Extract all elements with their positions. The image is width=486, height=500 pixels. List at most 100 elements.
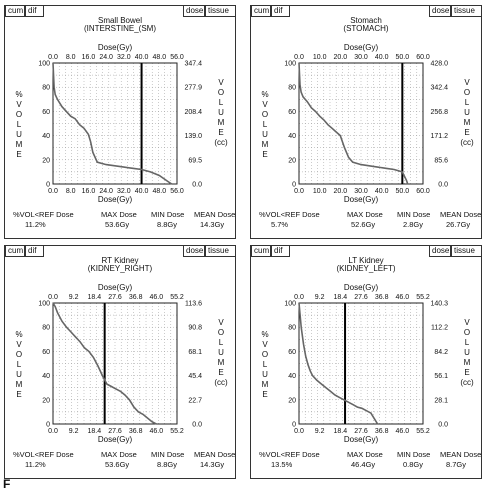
y-axis-label-letter: %: [261, 330, 268, 339]
dif-tab[interactable]: dif: [25, 246, 44, 257]
dvh-plot: 0.0 0.0 9.2 9.2 18.4 18.4 27.6 27.6 36.8 36.8 46.0…: [261, 283, 474, 444]
x-tick-label-top: 0.0: [294, 294, 304, 301]
x-tick-label-top: 46.0: [150, 294, 164, 301]
volume-axis-label-letter: (cc): [214, 378, 228, 387]
stat-value-min-dose: 2.8Gy: [403, 220, 424, 229]
x-tick-label-bottom: 18.4: [334, 428, 348, 435]
dose-tab[interactable]: dose: [429, 246, 451, 257]
stat-label-min-dose: MIN Dose: [397, 450, 431, 459]
volume-axis-label-letter: V: [464, 78, 470, 87]
chart-subtitle: (KIDNEY_RIGHT): [87, 264, 153, 273]
x-tick-label-bottom: 46.0: [150, 428, 164, 435]
tissue-tab[interactable]: tissue: [451, 6, 482, 17]
dvh-curve: [298, 62, 409, 185]
x-tick-label-bottom: 0.0: [48, 188, 58, 195]
y-tick-label: 80: [42, 325, 50, 332]
volume-tick-label: 0.0: [438, 422, 448, 429]
dvh-plot: 0.00.08.08.016.016.024.024.032.032.040.0…: [15, 43, 228, 204]
volume-tick-label: 113.6: [185, 301, 202, 308]
x-tick-label-bottom: 55.2: [170, 428, 184, 435]
chart-title: Small Bowel: [97, 16, 142, 25]
y-tick-label: 0: [292, 182, 296, 189]
tissue-tab[interactable]: tissue: [205, 6, 236, 17]
x-tick-label-top: 50.0: [396, 54, 410, 61]
stat-label-max-dose: MAX Dose: [101, 450, 137, 459]
x-tick-label-top: 0.0: [294, 54, 304, 61]
cum-tab[interactable]: cum: [251, 6, 271, 17]
cum-tab[interactable]: cum: [5, 6, 25, 17]
y-tick-label: 60: [288, 109, 296, 116]
x-tick-label-top: 32.0: [117, 54, 131, 61]
y-tick-label: 20: [42, 157, 50, 164]
stat-value-min-dose: 0.8Gy: [403, 460, 424, 469]
volume-axis-label-letter: V: [218, 318, 224, 327]
dose-tab[interactable]: dose: [429, 6, 451, 17]
stat-value-min-dose: 8.8Gy: [157, 220, 178, 229]
volume-axis-label-letter: O: [218, 88, 224, 97]
dose-tab[interactable]: dose: [183, 6, 205, 17]
volume-axis-label-letter: O: [464, 88, 470, 97]
volume-axis-label-letter: E: [218, 128, 223, 137]
volume-tick-label: 139.0: [184, 133, 202, 140]
dvh-panel-small-bowel: cum dif dose tissue Small Bowel (INTERST…: [4, 5, 236, 239]
x-tick-label-bottom: 9.2: [315, 428, 325, 435]
y-tick-label: 60: [288, 349, 296, 356]
volume-axis-label-letter: U: [218, 348, 224, 357]
y-axis-label-letter: L: [263, 120, 268, 129]
dose-tab[interactable]: dose: [183, 246, 205, 257]
volume-tick-label: 90.8: [188, 325, 202, 332]
x-tick-label-top: 9.2: [69, 294, 79, 301]
y-axis-label-letter: M: [16, 140, 23, 149]
y-tick-label: 20: [288, 397, 296, 404]
y-axis-label-letter: U: [16, 130, 22, 139]
x-tick-label-bottom: 40.0: [135, 188, 149, 195]
tissue-tab[interactable]: tissue: [205, 246, 236, 257]
y-tick-label: 100: [284, 301, 296, 308]
stat-value-min-dose: 8.8Gy: [157, 460, 178, 469]
volume-tick-label: 0.0: [192, 182, 202, 189]
x-tick-label-top: 48.0: [152, 54, 166, 61]
volume-axis-label-letter: O: [218, 328, 224, 337]
x-tick-label-bottom: 9.2: [69, 428, 79, 435]
dvh-panel-lt-kidney: cum dif dose tissue LT Kidney (KIDNEY_LE…: [250, 245, 482, 479]
x-axis-label-bottom: Dose(Gy): [98, 195, 133, 204]
dif-tab[interactable]: dif: [271, 6, 290, 17]
stat-value-mean-dose: 26.7Gy: [446, 220, 471, 229]
volume-tick-label: 428.0: [430, 61, 448, 68]
stat-label-max-dose: MAX Dose: [101, 210, 137, 219]
dif-tab[interactable]: dif: [25, 6, 44, 17]
x-axis-label-bottom: Dose(Gy): [344, 195, 379, 204]
volume-axis-label-letter: L: [465, 338, 470, 347]
plot-frame: [298, 302, 424, 425]
x-tick-label-top: 36.8: [375, 294, 389, 301]
y-axis-label-letter: L: [17, 360, 22, 369]
y-axis-label-letter: E: [16, 390, 21, 399]
y-tick-label: 100: [38, 61, 50, 68]
x-tick-label-top: 20.0: [334, 54, 348, 61]
x-tick-label-bottom: 0.0: [294, 428, 304, 435]
x-tick-label-top: 0.0: [48, 54, 58, 61]
dvh-panel-rt-kidney: cum dif dose tissue RT Kidney (KIDNEY_RI…: [4, 245, 236, 479]
stat-label-max-dose: MAX Dose: [347, 210, 383, 219]
x-tick-label-bottom: 20.0: [334, 188, 348, 195]
volume-tick-label: 68.1: [188, 349, 202, 356]
y-axis-label-letter: L: [17, 120, 22, 129]
y-tick-label: 40: [42, 373, 50, 380]
cum-tab[interactable]: cum: [5, 246, 25, 257]
x-tick-label-bottom: 36.8: [129, 428, 143, 435]
cum-tab[interactable]: cum: [251, 246, 271, 257]
y-tick-label: 20: [288, 157, 296, 164]
x-tick-label-top: 24.0: [99, 54, 113, 61]
y-axis-label-letter: U: [262, 370, 268, 379]
y-axis-label-letter: E: [262, 150, 267, 159]
x-tick-label-bottom: 24.0: [99, 188, 113, 195]
dif-tab[interactable]: dif: [271, 246, 290, 257]
x-tick-label-top: 55.2: [416, 294, 430, 301]
y-axis-label-letter: M: [262, 380, 269, 389]
x-tick-label-bottom: 46.0: [396, 428, 410, 435]
volume-axis-label-letter: M: [464, 358, 471, 367]
volume-axis-label-letter: M: [464, 118, 471, 127]
x-tick-label-bottom: 30.0: [354, 188, 368, 195]
tissue-tab[interactable]: tissue: [451, 246, 482, 257]
y-axis-label-letter: V: [16, 100, 22, 109]
